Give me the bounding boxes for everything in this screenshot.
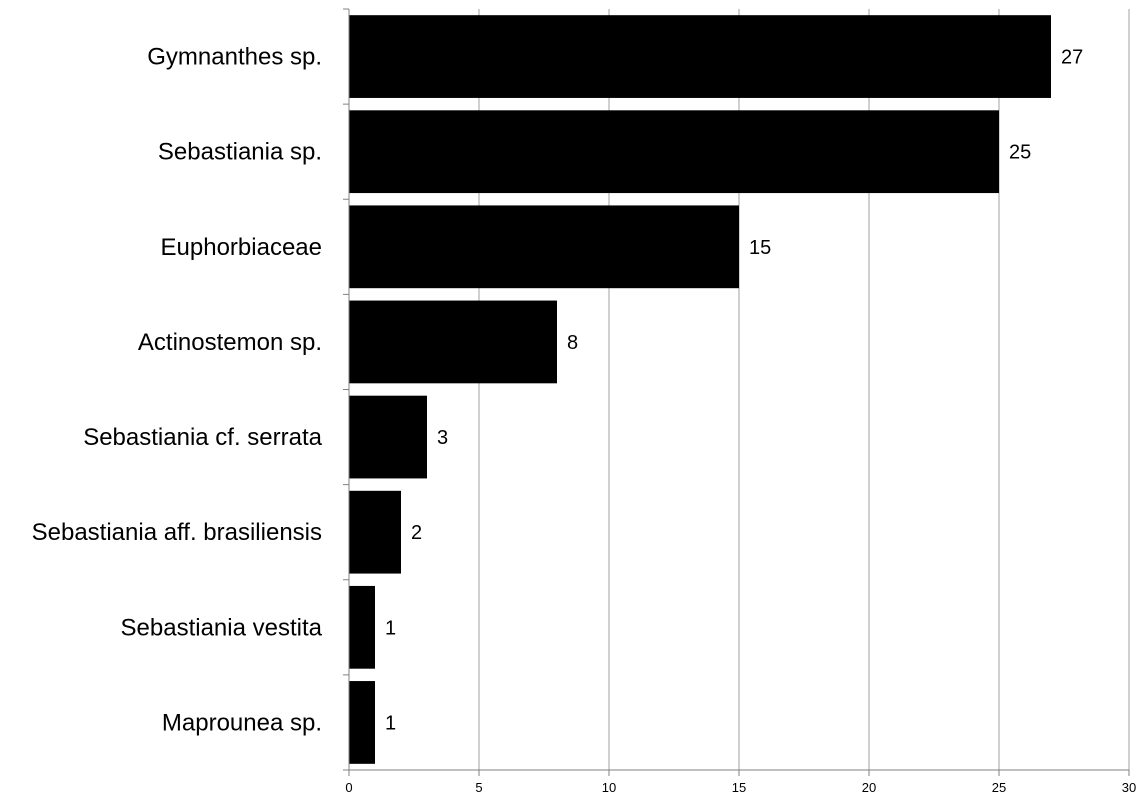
bar-1 [349,110,999,194]
category-label-2: Euphorbiaceae [161,234,322,261]
data-label-1: 25 [1009,142,1031,164]
category-label-5: Sebastiania aff. brasiliensis [32,519,322,546]
x-tick-label-3: 15 [732,780,746,795]
data-label-2: 15 [749,237,771,259]
category-label-1: Sebastiania sp. [158,139,322,166]
category-label-6: Sebastiania vestita [121,614,323,641]
axes [343,8,1130,776]
bars [349,15,1051,764]
x-tick-label-2: 10 [602,780,616,795]
data-label-4: 3 [437,427,448,449]
data-label-7: 1 [385,712,396,734]
bar-2 [349,205,739,289]
bar-4 [349,395,427,479]
category-label-3: Actinostemon sp. [138,329,322,356]
bar-0 [349,15,1051,98]
x-tick-label-4: 20 [862,780,876,795]
x-tick-label-6: 30 [1122,780,1136,795]
category-label-7: Maprounea sp. [162,709,322,736]
x-tick-label-0: 0 [345,780,352,795]
bar-6 [349,585,375,669]
category-label-0: Gymnanthes sp. [147,44,322,71]
data-label-3: 8 [567,332,578,354]
data-label-0: 27 [1061,47,1083,69]
data-label-6: 1 [385,617,396,639]
category-label-4: Sebastiania cf. serrata [83,424,322,451]
bar-5 [349,490,401,574]
x-tick-label-1: 5 [475,780,482,795]
data-label-5: 2 [411,522,422,544]
x-tick-label-5: 25 [992,780,1006,795]
bar-3 [349,300,557,384]
bar-7 [349,681,375,764]
